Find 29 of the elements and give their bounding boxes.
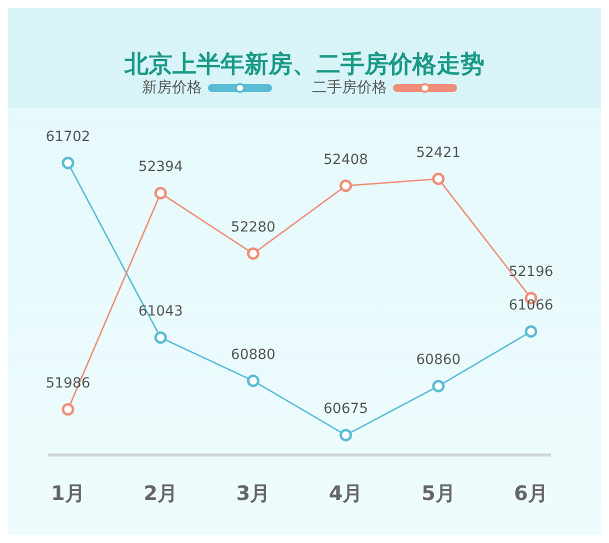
legend-label: 二手房价格 (312, 78, 387, 97)
point (154, 186, 167, 200)
chart-title: 北京上半年新房、二手房价格走势 (123, 49, 486, 79)
point (62, 156, 74, 170)
point (246, 374, 260, 388)
point (432, 380, 445, 392)
point (246, 247, 260, 260)
x-tick-label: 1月 (51, 481, 85, 506)
point (62, 403, 74, 416)
point (524, 325, 538, 338)
data-label: 52421 (416, 144, 461, 161)
data-label: 60880 (230, 346, 276, 363)
data-label: 60860 (416, 352, 461, 368)
data-label: 60675 (324, 401, 368, 418)
x-tick-label: 4月 (328, 481, 363, 506)
point (340, 180, 352, 192)
data-label: 52394 (138, 159, 183, 176)
x-tick-label: 6月 (514, 481, 548, 506)
data-label: 52280 (230, 220, 276, 236)
data-label: 61702 (46, 128, 90, 145)
legend-label: 新房价格 (142, 78, 202, 97)
point (340, 428, 352, 442)
x-tick-label: 3月 (236, 481, 270, 506)
data-label: 61066 (508, 298, 554, 314)
point (432, 172, 445, 186)
point (154, 331, 167, 344)
x-tick-label: 2月 (144, 481, 178, 506)
x-tick-label: 5月 (421, 481, 456, 506)
data-label: 52408 (324, 152, 368, 168)
